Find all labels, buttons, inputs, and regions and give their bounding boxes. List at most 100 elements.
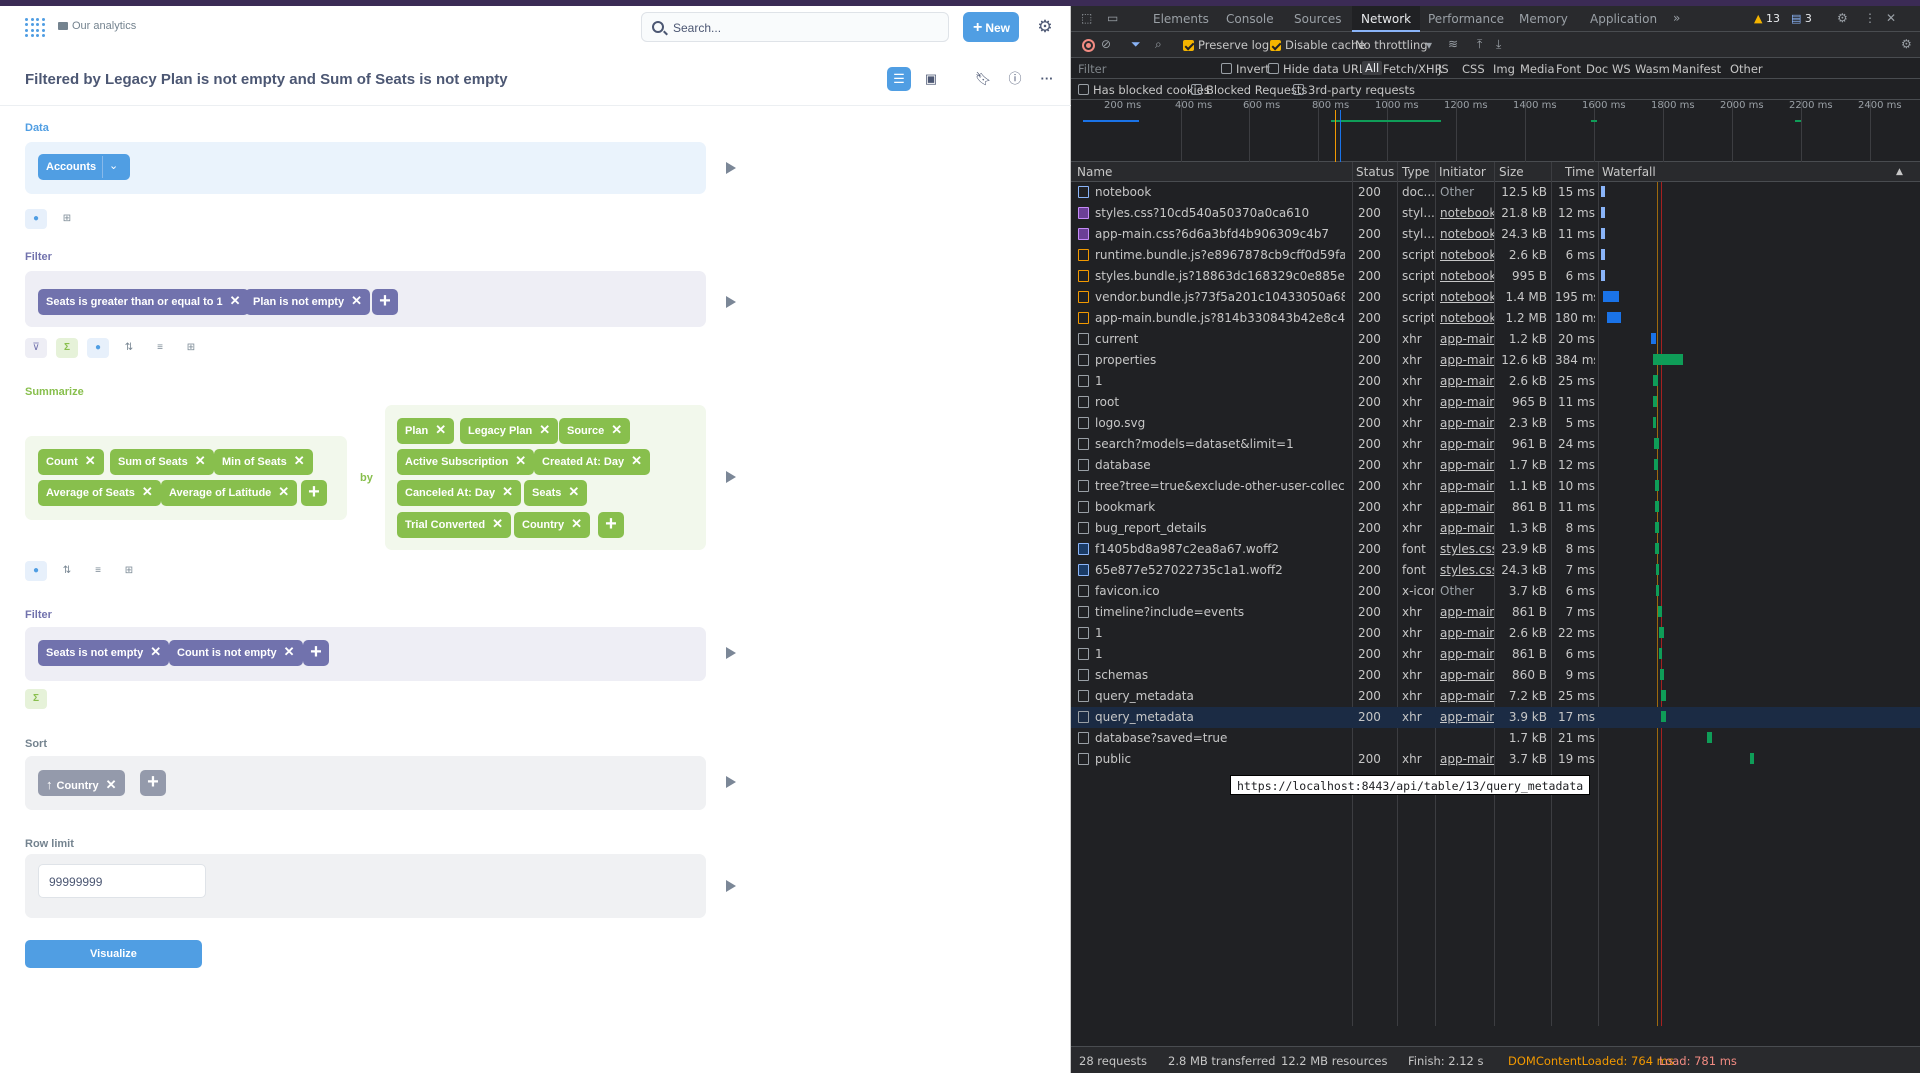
request-row[interactable]: favicon.ico 200 x-icon Other 3.7 kB 6 ms xyxy=(1071,581,1920,602)
request-initiator[interactable]: notebook xyxy=(1440,311,1494,325)
request-name[interactable]: logo.svg xyxy=(1095,416,1146,430)
preview-data-button[interactable] xyxy=(726,162,736,174)
request-initiator[interactable]: app-main... xyxy=(1440,332,1494,346)
request-row[interactable]: 1 200 xhr app-main... 2.6 kB 22 ms xyxy=(1071,623,1920,644)
breakout-pill[interactable]: Seats ✕ xyxy=(524,480,588,506)
metric-pill[interactable]: Sum of Seats ✕ xyxy=(110,449,214,475)
close-icon[interactable]: ✕ xyxy=(515,453,527,468)
close-icon[interactable]: ✕ xyxy=(105,777,117,792)
breakout-pill[interactable]: Source ✕ xyxy=(559,418,631,444)
request-name[interactable]: search?models=dataset&limit=1 xyxy=(1095,437,1294,451)
tab-elements[interactable]: Elements xyxy=(1153,12,1209,26)
request-row[interactable]: f1405bd8a987c2ea8a67.woff2 200 font styles.… xyxy=(1071,539,1920,560)
request-initiator[interactable]: notebook xyxy=(1440,248,1494,262)
close-icon[interactable]: ✕ xyxy=(351,293,362,308)
filter-pill[interactable]: Plan is not empty ✕ xyxy=(245,289,370,315)
request-row[interactable]: 65e877e527022735c1a1.woff2 200 font styles.… xyxy=(1071,560,1920,581)
tab-application[interactable]: Application xyxy=(1590,12,1658,26)
close-icon[interactable]: ✕ xyxy=(631,453,643,468)
disable-cache-checkbox[interactable] xyxy=(1270,40,1281,51)
request-row[interactable]: root 200 xhr app-main... 965 B 11 ms xyxy=(1071,392,1920,413)
request-initiator[interactable]: notebook xyxy=(1440,206,1494,220)
close-icon[interactable]: ✕ xyxy=(229,293,241,308)
request-name[interactable]: query_metadata xyxy=(1095,710,1194,724)
add-breakout-button[interactable]: + xyxy=(598,512,624,538)
row-limit-icon[interactable]: ≡ xyxy=(95,565,101,576)
close-icon[interactable]: ✕ xyxy=(539,422,551,437)
filter-input[interactable]: Filter xyxy=(1078,62,1107,76)
column-initiator[interactable]: Initiator xyxy=(1439,165,1486,179)
preview-limit-button[interactable] xyxy=(726,880,736,892)
request-name[interactable]: notebook xyxy=(1095,185,1152,199)
request-initiator[interactable]: Other xyxy=(1440,584,1475,598)
request-initiator[interactable]: app-main... xyxy=(1440,752,1494,766)
more-tabs-icon[interactable]: » xyxy=(1673,11,1681,25)
network-overview[interactable]: 200 ms 400 ms 600 ms 800 ms 1000 ms 1200… xyxy=(1071,100,1920,162)
request-name[interactable]: app-main.css?6d6a3bfd4b906309c4b7 xyxy=(1095,227,1330,241)
type-filter-css[interactable]: CSS xyxy=(1462,62,1485,76)
breakout-pill[interactable]: Plan ✕ xyxy=(397,418,455,444)
preview-filter-button[interactable] xyxy=(726,647,736,659)
join-icon[interactable]: ⊞ xyxy=(124,565,134,576)
close-icon[interactable]: ✕ xyxy=(293,453,305,468)
request-name[interactable]: styles.css?10cd540a50370a0ca610 xyxy=(1095,206,1310,220)
request-name[interactable]: 1 xyxy=(1095,374,1103,388)
breakout-pill[interactable]: Trial Converted ✕ xyxy=(397,512,511,538)
close-icon[interactable]: ✕ xyxy=(283,644,295,659)
request-name[interactable]: query_metadata xyxy=(1095,689,1194,703)
close-icon[interactable]: ✕ xyxy=(141,484,153,499)
wifi-icon[interactable]: ≋ xyxy=(1448,37,1459,51)
visualize-button[interactable]: Visualize xyxy=(25,940,202,968)
record-icon[interactable] xyxy=(1082,39,1095,52)
toggle-columns-icon[interactable]: ● xyxy=(25,561,47,581)
request-name[interactable]: favicon.ico xyxy=(1095,584,1160,598)
request-initiator[interactable]: app-main... xyxy=(1440,710,1494,724)
request-row[interactable]: schemas 200 xhr app-main... 860 B 9 ms xyxy=(1071,665,1920,686)
type-filter-font[interactable]: Font xyxy=(1556,62,1582,76)
breakout-pill[interactable]: Active Subscription ✕ xyxy=(397,449,535,475)
request-initiator[interactable]: app-main... xyxy=(1440,374,1494,388)
metric-pill[interactable]: Average of Latitude ✕ xyxy=(161,480,298,506)
clear-icon[interactable]: ⊘ xyxy=(1101,37,1112,51)
request-row[interactable]: bookmark 200 xhr app-main... 861 B 11 ms xyxy=(1071,497,1920,518)
add-filter-button[interactable]: + xyxy=(303,640,329,666)
type-filter-fetch[interactable]: Fetch/XHR xyxy=(1383,62,1443,76)
breakout-pill[interactable]: Country ✕ xyxy=(514,512,591,538)
tab-network[interactable]: Network xyxy=(1352,6,1421,32)
request-initiator[interactable]: Other xyxy=(1440,185,1475,199)
sql-preview-icon[interactable]: ▣ xyxy=(924,71,938,86)
request-initiator[interactable]: app-main... xyxy=(1440,626,1494,640)
request-name[interactable]: database xyxy=(1095,458,1151,472)
metric-pill[interactable]: Count ✕ xyxy=(38,449,104,475)
request-name[interactable]: bookmark xyxy=(1095,500,1156,514)
sort-pill[interactable]: ↑ Country ✕ xyxy=(38,770,125,796)
close-icon[interactable]: ✕ xyxy=(435,422,447,437)
request-initiator[interactable]: app-main... xyxy=(1440,689,1494,703)
request-row[interactable]: styles.bundle.js?18863dc168329c0e885e 200… xyxy=(1071,266,1920,287)
toggle-columns-icon[interactable]: ● xyxy=(25,209,47,229)
request-name[interactable]: 1 xyxy=(1095,626,1103,640)
filter-icon[interactable]: ⊽ xyxy=(25,338,47,358)
preserve-log-checkbox[interactable] xyxy=(1183,40,1194,51)
type-filter-doc[interactable]: Doc xyxy=(1586,62,1609,76)
request-row[interactable]: vendor.bundle.js?73f5a201c10433050a68 200… xyxy=(1071,287,1920,308)
column-waterfall[interactable]: Waterfall xyxy=(1602,165,1656,179)
request-row[interactable]: bug_report_details 200 xhr app-main... 1.3 k… xyxy=(1071,518,1920,539)
column-type[interactable]: Type xyxy=(1402,165,1430,179)
request-row[interactable]: app-main.css?6d6a3bfd4b906309c4b7 200 styl… xyxy=(1071,224,1920,245)
request-row[interactable]: logo.svg 200 xhr app-main... 2.3 kB 5 ms xyxy=(1071,413,1920,434)
metric-pill[interactable]: Min of Seats ✕ xyxy=(214,449,313,475)
notebook-toggle-icon[interactable]: ☰ xyxy=(887,67,911,91)
request-row[interactable]: search?models=dataset&limit=1 200 xhr app-m… xyxy=(1071,434,1920,455)
inspect-element-icon[interactable]: ⬚ xyxy=(1081,11,1093,25)
request-row[interactable]: timeline?include=events 200 xhr app-main...… xyxy=(1071,602,1920,623)
sort-icon[interactable]: ⇅ xyxy=(124,342,134,353)
metric-pill[interactable]: Average of Seats ✕ xyxy=(38,480,161,506)
request-row[interactable]: runtime.bundle.js?e8967878cb9cff0d59fa 20… xyxy=(1071,245,1920,266)
request-row[interactable]: 1 200 xhr app-main... 2.6 kB 25 ms xyxy=(1071,371,1920,392)
request-name[interactable]: timeline?include=events xyxy=(1095,605,1245,619)
request-row[interactable]: query_metadata 200 xhr app-main... 3.9 kB 17 … xyxy=(1071,707,1920,728)
request-name[interactable]: 65e877e527022735c1a1.woff2 xyxy=(1095,563,1283,577)
type-filter-manifest[interactable]: Manifest xyxy=(1672,62,1722,76)
hide-data-urls-checkbox[interactable] xyxy=(1268,63,1279,74)
